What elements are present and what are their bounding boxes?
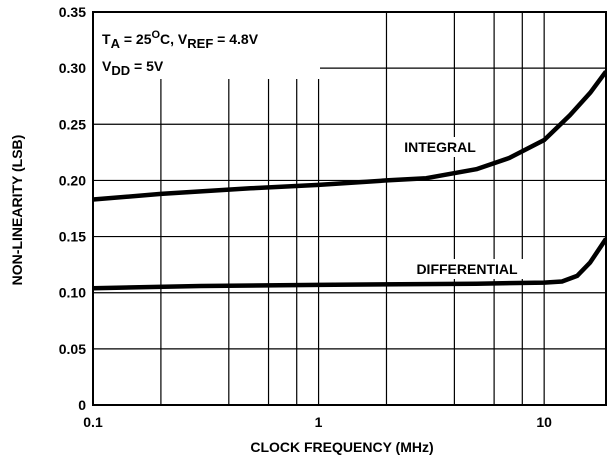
annotation: TA = 25OC, VREF = 4.8V (102, 29, 259, 51)
annotation-text: = 4.8V (213, 31, 258, 47)
line-series (92, 237, 607, 291)
y-tick-label: 0 (78, 397, 86, 413)
y-tick-label: 0.05 (59, 341, 86, 357)
line-series (92, 70, 607, 202)
annotation-text: C, V (160, 31, 188, 47)
annotation: VDD = 5V (102, 58, 164, 78)
y-tick-label: 0.30 (59, 60, 86, 76)
annotation-text: REF (187, 36, 213, 51)
y-tick-label: 0.15 (59, 229, 86, 245)
x-tick-label: 1 (315, 414, 323, 430)
annotation-text: DD (111, 63, 130, 78)
x-tick-label: 0.1 (83, 414, 103, 430)
y-tick-label: 0.25 (59, 116, 86, 132)
y-tick-label: 0.35 (59, 4, 86, 20)
annotation-text: T (102, 31, 111, 47)
series-label: INTEGRAL (404, 139, 476, 155)
y-tick-label: 0.10 (59, 285, 86, 301)
annotation-text: A (111, 36, 121, 51)
x-tick-label: 10 (536, 414, 552, 430)
annotation-text: V (102, 58, 112, 74)
series-label: DIFFERENTIAL (416, 261, 518, 277)
x-axis-label: CLOCK FREQUENCY (MHz) (250, 439, 433, 455)
series-label-background (397, 137, 483, 157)
plot-frame (92, 11, 607, 406)
annotation-background (94, 13, 320, 79)
series-label-background (404, 259, 530, 279)
y-axis-label: NON-LINEARITY (LSB) (9, 135, 25, 286)
annotation-text: = 25 (120, 31, 152, 47)
y-tick-label: 0.20 (59, 172, 86, 188)
annotation-text: O (151, 29, 160, 41)
annotation-text: = 5V (130, 58, 164, 74)
